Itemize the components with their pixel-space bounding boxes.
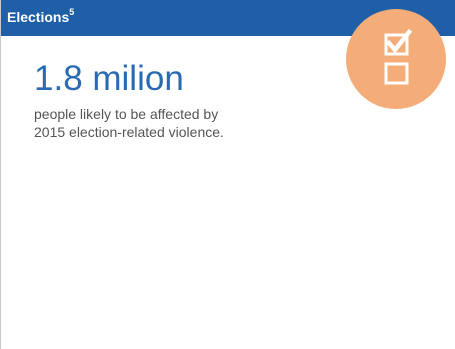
footnote-marker: 5 xyxy=(69,7,75,18)
stat-description: people likely to be affected by 2015 ele… xyxy=(34,105,324,141)
description-line-1: people likely to be affected by xyxy=(34,106,219,122)
card-title: Elections5 xyxy=(7,7,75,25)
card-title-text: Elections xyxy=(7,9,70,25)
checkbox-list-icon xyxy=(384,28,413,85)
checkbox-list-badge xyxy=(346,9,446,109)
stat-value: 1.8 milion xyxy=(34,59,184,98)
description-line-2: 2015 election-related violence. xyxy=(34,124,224,140)
